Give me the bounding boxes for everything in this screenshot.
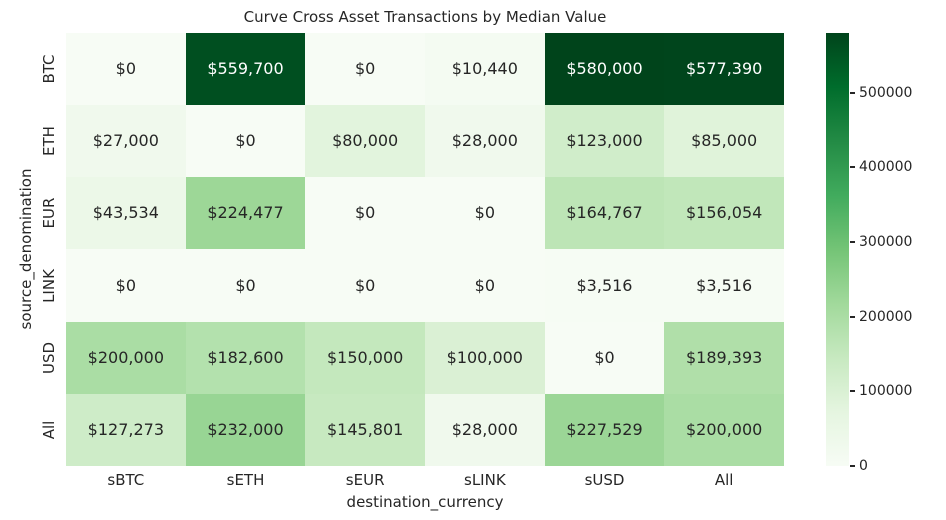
row-tick-label: ETH [40,126,58,157]
row-tick-label: All [40,420,58,440]
heatmap-cell: $3,516 [544,249,665,322]
heatmap-cell: $27,000 [66,105,186,178]
heatmap-cell: $164,767 [544,177,665,250]
col-tick-label: sBTC [107,471,145,489]
heatmap-cell: $0 [424,177,545,250]
colorbar-tick-label: 400000 [859,159,913,176]
heatmap-cell: $80,000 [305,105,425,178]
heatmap-cell: $10,440 [424,33,545,106]
heatmap-cell: $0 [185,105,306,178]
heatmap-cell: $0 [305,33,425,106]
heatmap-cell: $123,000 [544,105,665,178]
x-axis-label: destination_currency [346,493,504,511]
colorbar-tick-label: 0 [859,458,868,474]
colorbar [826,33,849,466]
heatmap-cell: $0 [185,249,306,322]
colorbar-tick-label: 300000 [859,234,913,251]
heatmap-cell: $28,000 [424,393,545,466]
colorbar-tick-mark [850,166,855,169]
colorbar-tick-mark [850,91,855,94]
heatmap-cell: $577,390 [664,33,784,106]
heatmap-cell: $227,529 [544,393,665,466]
heatmap-cell: $189,393 [664,321,784,394]
heatmap-cell: $200,000 [66,321,186,394]
col-tick-label: sETH [226,471,265,489]
colorbar-tick-mark [850,465,855,467]
y-axis-label: source_denomination [17,168,35,330]
heatmap-cell: $200,000 [664,393,784,466]
heatmap-cell: $156,054 [664,177,784,250]
chart-title: Curve Cross Asset Transactions by Median… [243,8,607,26]
colorbar-tick-label: 100000 [859,383,913,400]
heatmap-cell: $0 [66,249,186,322]
heatmap-cell: $0 [544,321,665,394]
heatmap-cell: $3,516 [664,249,784,322]
row-tick-label: BTC [40,54,58,84]
heatmap-cell: $232,000 [185,393,306,466]
heatmap-cell: $0 [66,33,186,106]
colorbar-tick-mark [850,315,855,318]
colorbar-tick-mark [850,241,855,244]
heatmap-cell: $0 [305,249,425,322]
heatmap-cell: $85,000 [664,105,784,178]
heatmap-cell: $224,477 [185,177,306,250]
col-tick-label: sUSD [584,471,625,489]
colorbar-tick-mark [850,390,855,393]
heatmap-grid: $0 $559,700 $0 $10,440 $580,000 $577,390 $27,0… [66,33,784,466]
row-tick-label: EUR [40,197,58,229]
heatmap-cell: $127,273 [66,393,186,466]
heatmap-cell: $28,000 [424,105,545,178]
col-tick-label: All [714,471,734,489]
heatmap-cell: $0 [424,249,545,322]
colorbar-tick-label: 500000 [859,84,913,101]
heatmap-cell: $559,700 [185,33,306,106]
col-tick-label: sEUR [345,471,385,489]
col-tick-label: sLINK [464,471,506,489]
row-tick-label: USD [40,341,58,374]
heatmap-cell: $580,000 [544,33,665,106]
heatmap-cell: $100,000 [424,321,545,394]
heatmap-cell: $43,534 [66,177,186,250]
heatmap-cell: $0 [305,177,425,250]
colorbar-tick-label: 200000 [859,308,913,325]
heatmap-cell: $145,801 [305,393,425,466]
heatmap-cell: $182,600 [185,321,306,394]
row-tick-label: LINK [40,268,58,303]
heatmap-cell: $150,000 [305,321,425,394]
